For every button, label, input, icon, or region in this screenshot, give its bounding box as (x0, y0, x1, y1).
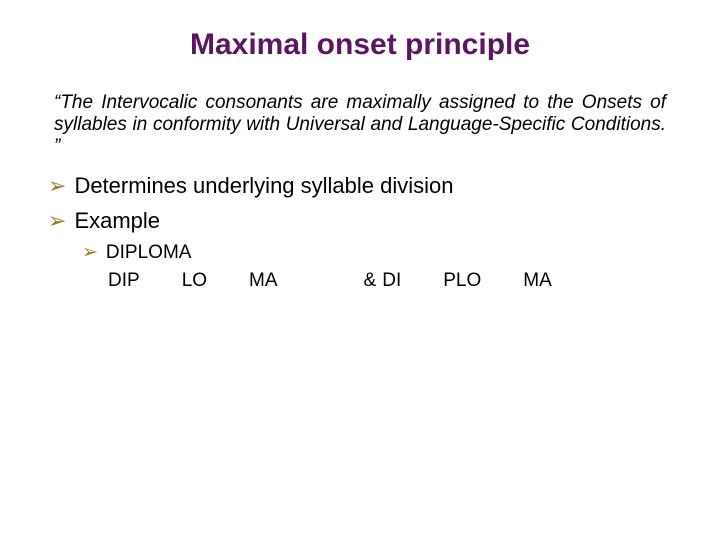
slide-title: Maximal onset principle (48, 28, 672, 62)
bullet-list: ➢ Determines underlying syllable divisio… (48, 172, 672, 292)
bullet-text: Determines underlying syllable division (74, 172, 453, 201)
syllable-cell: MA (523, 270, 552, 292)
bullet-item: ➢ Determines underlying syllable divisio… (48, 172, 672, 201)
chevron-right-icon: ➢ (48, 207, 66, 236)
chevron-right-icon: ➢ (82, 241, 98, 266)
syllable-cell: DI (382, 270, 401, 292)
bullet-text: Example (74, 207, 160, 236)
bullet-item: ➢ Example (48, 207, 672, 236)
syllable-cell: PLO (443, 270, 481, 292)
sub-bullet-item: ➢ DIPLOMA (82, 241, 672, 266)
syllable-cell: MA (249, 270, 278, 292)
ampersand: & (364, 270, 377, 292)
quote-block: “The Intervocalic consonants are maximal… (48, 92, 672, 158)
syllable-row: DIP LO MA & DI PLO MA (108, 270, 672, 292)
syllable-cell: LO (182, 270, 207, 292)
sub-bullet-text: DIPLOMA (106, 241, 192, 266)
chevron-right-icon: ➢ (48, 172, 66, 201)
slide: Maximal onset principle “The Intervocali… (0, 0, 720, 540)
syllable-cell: DIP (108, 270, 140, 292)
